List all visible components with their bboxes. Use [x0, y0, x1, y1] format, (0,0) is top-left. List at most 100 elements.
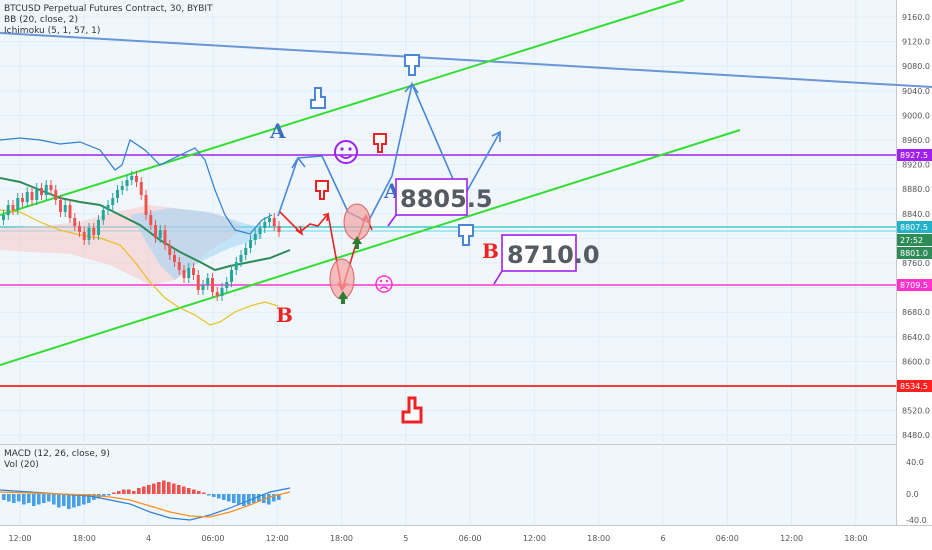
pointing-hand-icon	[401, 396, 423, 424]
volume-legend[interactable]: Vol (20)	[4, 460, 39, 470]
macd-bar	[107, 494, 111, 496]
price-badge	[897, 247, 932, 259]
smiley-icon	[334, 140, 358, 164]
price-tick-label: 8520.0	[902, 407, 930, 416]
candle-body	[149, 215, 153, 225]
candle-body	[63, 205, 67, 212]
candle-body	[21, 198, 24, 202]
price-badge	[897, 149, 932, 161]
candle-body	[2, 215, 5, 220]
indicator-ichimoku-legend[interactable]: Ichimoku (5, 1, 57, 1)	[4, 26, 101, 36]
time-axis[interactable]: 12:00 18:00 4 06:00 12:00 18:00 5 06:00 12:00 18:…	[8, 534, 867, 543]
candle-body	[135, 176, 138, 182]
price-tick-label: 8480.0	[902, 431, 930, 440]
indicator-bb-legend[interactable]: BB (20, close, 2)	[4, 15, 79, 25]
macd-bar	[167, 482, 171, 494]
macd-bar	[57, 494, 61, 508]
arrow-head-red-2	[322, 212, 329, 222]
macd-pane-bg	[0, 445, 896, 525]
macd-bar	[67, 494, 71, 509]
candle-body	[92, 228, 96, 235]
pointing-hand-icon	[310, 87, 326, 109]
candle-body	[139, 182, 143, 195]
callout-8710[interactable]: 8710.0	[493, 234, 600, 285]
price-tick-label: 8960.0	[902, 136, 930, 145]
candle-body	[87, 228, 91, 240]
candle-body	[244, 248, 248, 255]
candle-body	[168, 245, 172, 255]
candle-body	[111, 198, 115, 205]
macd-bar	[222, 494, 226, 500]
candle-body	[163, 230, 167, 245]
candle-body	[106, 205, 110, 210]
candle-body	[220, 288, 224, 296]
channel-upper-line[interactable]	[0, 0, 685, 216]
macd-bar	[2, 494, 6, 500]
highlight-ellipse-1[interactable]	[343, 203, 371, 241]
candle-body	[239, 255, 243, 262]
candle-body	[234, 262, 238, 270]
macd-legend[interactable]: MACD (12, 26, close, 9)	[4, 449, 110, 459]
time-tick-label: 06:00	[716, 534, 739, 543]
candle-body	[215, 292, 219, 296]
price-badge	[897, 279, 932, 291]
time-tick-label: 5	[403, 534, 408, 543]
time-tick-label: 12:00	[266, 534, 289, 543]
macd-bar	[257, 494, 261, 502]
price-badge	[897, 234, 932, 246]
candle-body	[154, 225, 157, 238]
candle-body	[192, 268, 195, 275]
candle-body	[201, 285, 205, 290]
callout-8805[interactable]: 8805.5	[387, 178, 493, 227]
price-tick-label: 9000.0	[902, 111, 930, 120]
candle-body	[263, 222, 267, 228]
candle-body	[173, 255, 176, 262]
macd-bar	[77, 494, 81, 506]
price-badge-label: 8807.5	[900, 223, 928, 232]
candle-body	[272, 218, 276, 226]
candle-body	[230, 270, 233, 282]
macd-bar	[132, 491, 136, 494]
price-badge-label: 27:52	[900, 236, 923, 245]
candle-body	[40, 188, 43, 195]
macd-bar	[182, 486, 186, 494]
candle-body	[16, 198, 20, 210]
candle-body	[101, 210, 105, 220]
candle-body	[54, 190, 58, 200]
candle-body	[35, 188, 39, 200]
macd-bar	[32, 494, 36, 506]
macd-bar	[117, 491, 121, 494]
price-badge-label: 8534.5	[900, 382, 928, 391]
time-tick-label: 4	[146, 534, 151, 543]
candlestick-series[interactable]	[2, 171, 281, 301]
symbol-title[interactable]: BTCUSD Perpetual Futures Contract, 30, B…	[4, 4, 213, 14]
arrow-head-blue-1	[291, 156, 306, 169]
macd-bar	[42, 494, 46, 503]
bollinger-upper	[0, 137, 273, 235]
price-tick-label: 9040.0	[902, 87, 930, 96]
candle-body	[177, 262, 181, 270]
candle-body	[49, 185, 53, 190]
callout-8805-text: 8805.5	[400, 185, 493, 213]
candle-body	[30, 192, 34, 200]
macd-bar	[202, 492, 206, 494]
time-tick-label: 18:00	[330, 534, 353, 543]
channel-lower-line[interactable]	[0, 129, 741, 366]
candle-body	[211, 278, 214, 292]
candle-body	[249, 240, 252, 248]
candle-body	[6, 205, 10, 215]
macd-tick-label: -40.0	[906, 516, 927, 525]
candle-body	[258, 228, 262, 234]
up-arrow-icon	[352, 236, 362, 249]
candle-body	[25, 192, 29, 202]
candle-body	[130, 176, 134, 180]
arrow-head-blue-3	[491, 130, 501, 142]
candle-body	[97, 220, 100, 235]
arrow-head-red-1	[295, 225, 304, 236]
arrow-head-blue-2	[404, 82, 419, 94]
descending-trendline[interactable]	[0, 32, 932, 88]
macd-bar	[227, 494, 231, 502]
macd-bar	[162, 480, 166, 494]
